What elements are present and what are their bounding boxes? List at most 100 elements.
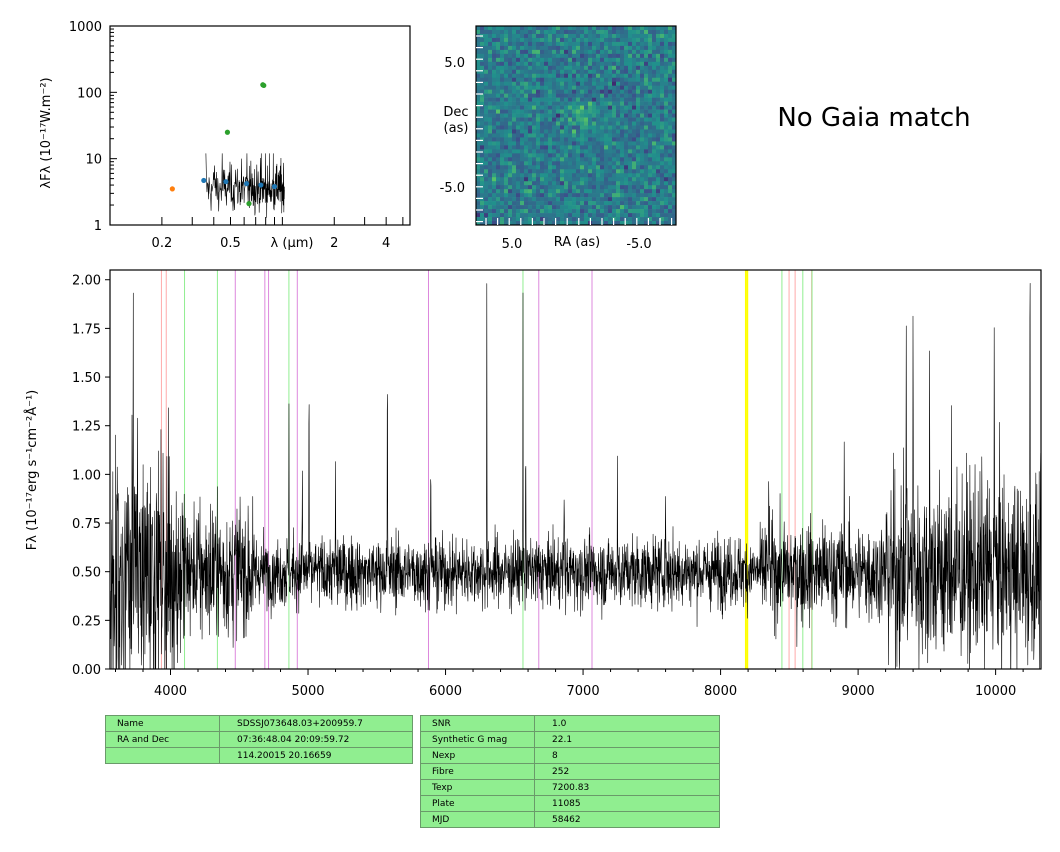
cutout-pixel [524, 185, 529, 190]
cutout-pixel [560, 113, 565, 118]
cutout-pixel [584, 61, 589, 67]
cutout-pixel [664, 117, 669, 122]
cutout-pixel [608, 161, 613, 166]
observation-table: SNR 1.0 Synthetic G mag 22.1 Nexp 8 Fibre 252 Te… [420, 715, 720, 828]
cutout-pixel [608, 49, 613, 55]
cutout-pixel [556, 185, 561, 190]
cutout-pixel [524, 205, 529, 210]
cutout-pixel [512, 133, 517, 138]
cutout-pixel [656, 153, 661, 158]
cutout-pixel [672, 77, 677, 83]
cutout-pixel [492, 97, 497, 102]
cutout-pixel [652, 33, 657, 39]
cutout-pixel [636, 29, 641, 35]
cutout-pixel [652, 213, 657, 218]
cutout-pixel [548, 49, 553, 55]
cutout-pixel [616, 205, 621, 210]
cutout-pixel [516, 26, 521, 31]
cutout-pixel [600, 133, 605, 138]
cutout-pixel [520, 165, 525, 170]
cutout-pixel [588, 189, 593, 194]
cutout-pixel [672, 109, 677, 114]
cutout-pixel [476, 29, 481, 35]
cutout-pixel [532, 173, 537, 178]
cutout-pixel [588, 26, 593, 31]
cutout-pixel [616, 121, 621, 126]
cutout-pixel [592, 173, 597, 178]
cutout-pixel [600, 169, 605, 174]
cutout-pixel [652, 221, 657, 226]
cutout-pixel [648, 101, 653, 106]
cutout-pixel [536, 33, 541, 39]
cutout-pixel [668, 69, 673, 75]
cutout-pixel [516, 169, 521, 174]
cutout-pixel [516, 193, 521, 198]
cutout-pixel [580, 117, 585, 122]
cutout-pixel [596, 105, 601, 110]
cutout-pixel [528, 177, 533, 182]
cutout-pixel [616, 101, 621, 106]
cutout-pixel [588, 93, 593, 98]
cutout-pixel [672, 157, 677, 162]
cutout-pixel [568, 213, 573, 218]
cutout-pixel [532, 89, 537, 94]
cutout-pixel [488, 145, 493, 150]
cutout-pixel [644, 141, 649, 146]
cutout-pixel [644, 157, 649, 162]
cutout-pixel [532, 181, 537, 186]
cutout-pixel [492, 113, 497, 118]
cutout-pixel [564, 169, 569, 174]
cutout-pixel [576, 129, 581, 134]
spectrum-x-tick-label: 5000 [291, 684, 324, 699]
cutout-pixel [584, 209, 589, 214]
cutout-pixel [496, 29, 501, 35]
cutout-pixel [480, 69, 485, 75]
cutout-pixel [500, 125, 505, 130]
cutout-pixel [620, 29, 625, 35]
cutout-pixel [484, 157, 489, 162]
cutout-pixel [512, 77, 517, 83]
cutout-pixel [552, 177, 557, 182]
cutout-pixel [576, 213, 581, 218]
cutout-pixel [568, 157, 573, 162]
cutout-pixel [604, 65, 609, 71]
cutout-pixel [596, 93, 601, 98]
cutout-pixel [512, 41, 517, 47]
cutout-pixel [648, 26, 653, 31]
cutout-pixel [536, 113, 541, 118]
cutout-pixel [652, 137, 657, 142]
cutout-pixel [624, 45, 629, 51]
cutout-pixel [476, 49, 481, 55]
table-row: Fibre 252 [420, 763, 720, 780]
cutout-pixel [576, 217, 581, 222]
cutout-pixel [556, 29, 561, 35]
cutout-pixel [648, 153, 653, 158]
cutout-pixel [644, 145, 649, 150]
cutout-pixel [656, 217, 661, 222]
cutout-pixel [512, 105, 517, 110]
cutout-pixel [528, 53, 533, 59]
cutout-pixel [508, 77, 513, 83]
cutout-pixel [532, 121, 537, 126]
cutout-pixel [600, 105, 605, 110]
cutout-pixel [500, 113, 505, 118]
cutout-pixel [544, 185, 549, 190]
cutout-pixel [492, 45, 497, 51]
cutout-pixel [584, 145, 589, 150]
cutout-pixel [648, 37, 653, 43]
cutout-pixel [640, 209, 645, 214]
cutout-pixel [500, 217, 505, 222]
cutout-pixel [608, 181, 613, 186]
cutout-pixel [664, 101, 669, 106]
cutout-pixel [668, 205, 673, 210]
cutout-pixel [632, 81, 637, 86]
cutout-pixel [608, 165, 613, 170]
cutout-pixel [672, 193, 677, 198]
cutout-pixel [492, 185, 497, 190]
cutout-pixel [504, 105, 509, 110]
cutout-pixel [524, 129, 529, 134]
cutout-pixel [524, 117, 529, 122]
cutout-pixel [644, 149, 649, 154]
table-key: Name [105, 715, 220, 732]
cutout-pixel [484, 109, 489, 114]
